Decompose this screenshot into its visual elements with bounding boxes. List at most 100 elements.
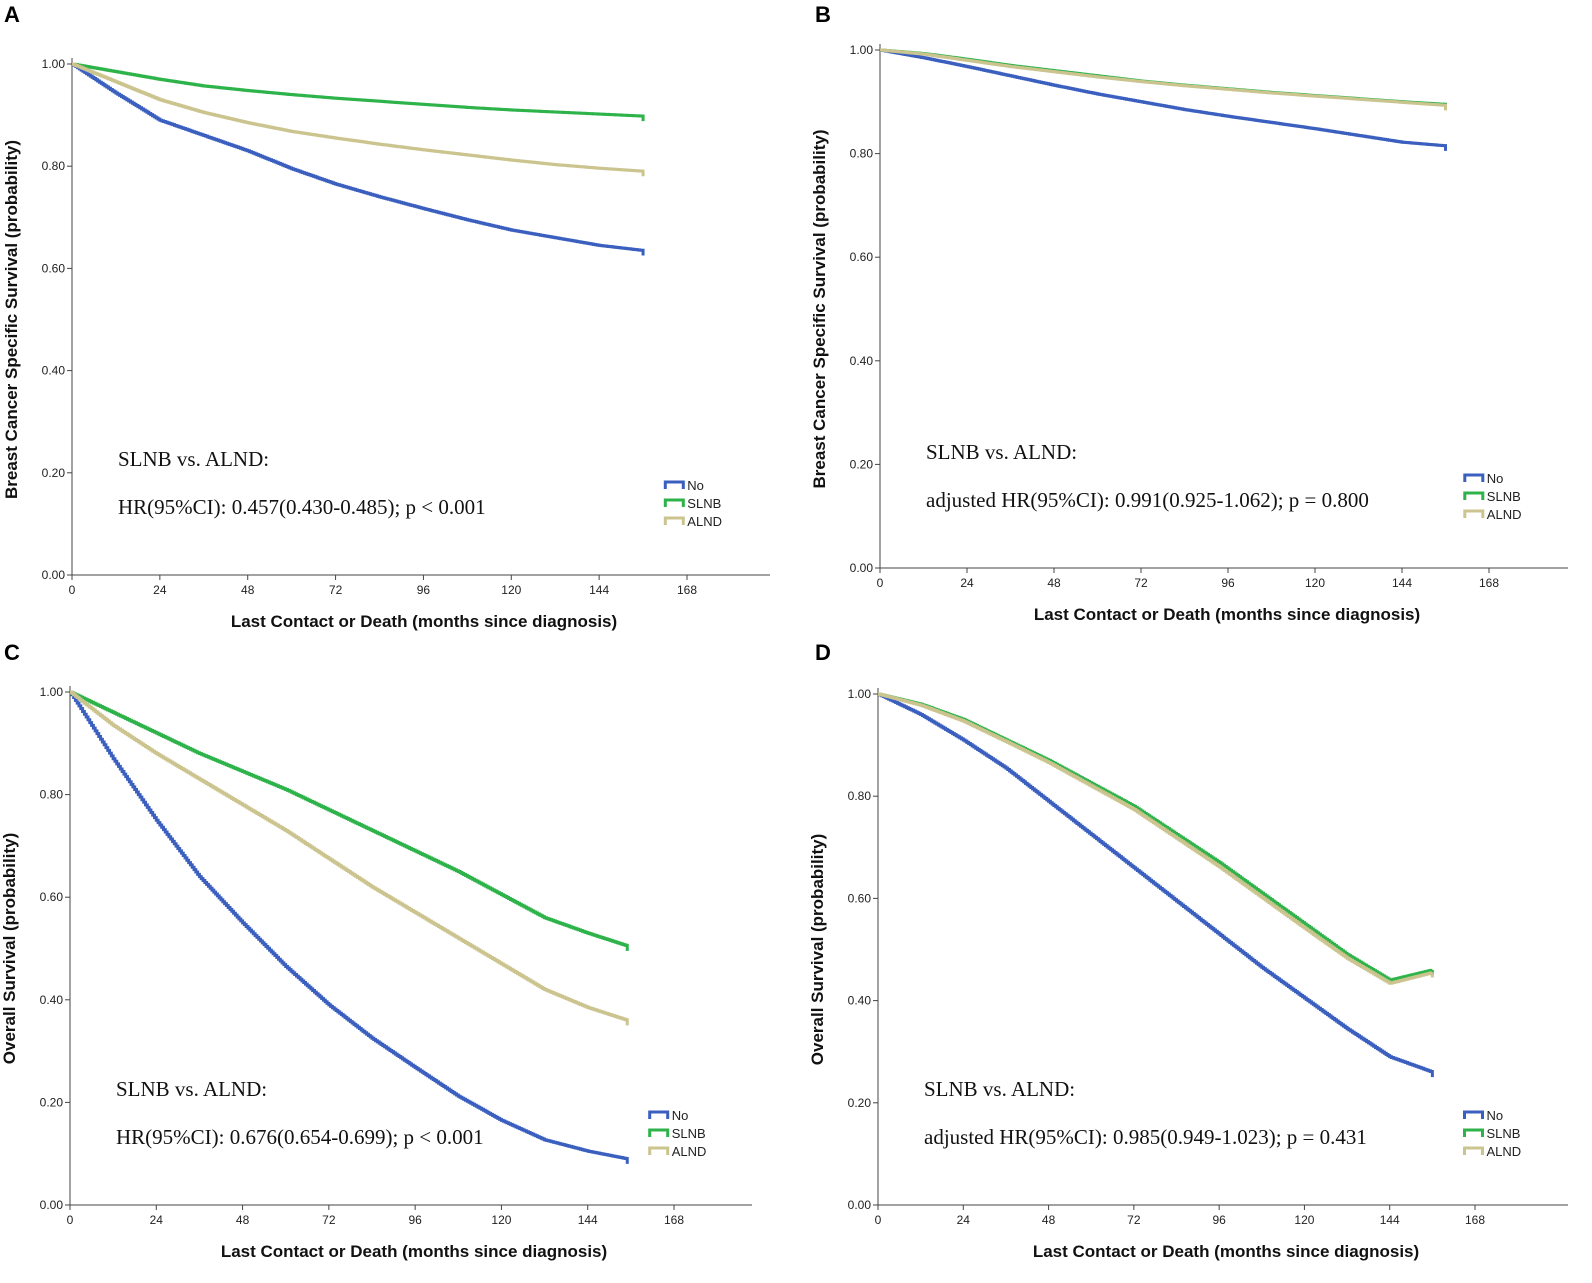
y-tick-label: 0.60 — [42, 261, 66, 275]
panel-letter: B — [815, 2, 831, 27]
legend-swatch-alnd — [663, 516, 685, 525]
x-tick-label: 24 — [153, 583, 167, 597]
y-tick-label: 0.00 — [850, 561, 874, 575]
y-tick-label: 0.00 — [40, 1198, 64, 1212]
y-tick-label: 1.00 — [848, 687, 872, 701]
series-line-alnd — [72, 62, 645, 177]
series-line-no — [70, 690, 629, 1164]
y-tick-label: 0.80 — [42, 159, 66, 173]
annotation-title: SLNB vs. ALND: — [926, 440, 1077, 464]
y-tick-label: 1.00 — [850, 43, 874, 57]
annotation-hr: HR(95%CI): 0.676(0.654-0.699); p < 0.001 — [116, 1125, 484, 1149]
panel-letter: A — [4, 2, 20, 27]
legend-label-slnb: SLNB — [687, 496, 721, 511]
x-tick-label: 120 — [1305, 576, 1325, 590]
x-tick-label: 168 — [664, 1213, 684, 1227]
x-axis-title: Last Contact or Death (months since diag… — [1033, 1242, 1419, 1261]
panel-d: D 0.00 0.20 0.40 0.60 0.80 1.00 0 24 48 72 96 120 144… — [808, 640, 1568, 1261]
x-axis-title: Last Contact or Death (months since diag… — [1034, 605, 1420, 624]
x-tick-label: 0 — [877, 576, 884, 590]
y-tick-label: 0.20 — [850, 457, 874, 471]
y-tick-label: 0.60 — [850, 250, 874, 264]
series-line-alnd — [70, 690, 629, 1026]
y-tick-label: 1.00 — [40, 685, 64, 699]
annotation-title: SLNB vs. ALND: — [924, 1077, 1075, 1101]
y-tick-label: 0.40 — [848, 994, 872, 1008]
annotation-hr: HR(95%CI): 0.457(0.430-0.485); p < 0.001 — [118, 495, 486, 519]
legend-label-slnb: SLNB — [672, 1126, 706, 1141]
x-tick-label: 120 — [501, 583, 521, 597]
x-tick-label: 168 — [1465, 1213, 1485, 1227]
legend-label-slnb: SLNB — [1487, 1126, 1521, 1141]
legend-swatch-slnb — [1463, 491, 1485, 500]
legend-label-no: No — [1487, 471, 1504, 486]
y-tick-label: 0.40 — [40, 993, 64, 1007]
legend-label-no: No — [687, 478, 704, 493]
x-tick-label: 144 — [1380, 1213, 1400, 1227]
series-line-alnd — [878, 692, 1434, 985]
y-tick-label: 0.00 — [42, 568, 66, 582]
y-tick-label: 0.40 — [42, 364, 66, 378]
legend-swatch-slnb — [663, 498, 685, 507]
x-tick-label: 144 — [589, 583, 609, 597]
x-tick-label: 48 — [241, 583, 255, 597]
x-tick-label: 72 — [322, 1213, 336, 1227]
y-tick-label: 0.00 — [848, 1198, 872, 1212]
annotation-title: SLNB vs. ALND: — [118, 447, 269, 471]
annotation-hr: adjusted HR(95%CI): 0.991(0.925-1.062); … — [926, 488, 1369, 512]
series-line-no — [72, 62, 645, 256]
x-tick-label: 168 — [677, 583, 697, 597]
y-axis-title: Breast Cancer Specific Survival (probabi… — [2, 140, 21, 499]
x-tick-label: 96 — [1221, 576, 1235, 590]
x-tick-label: 96 — [417, 583, 431, 597]
x-tick-label: 0 — [67, 1213, 74, 1227]
x-tick-label: 72 — [1134, 576, 1148, 590]
x-tick-label: 24 — [960, 576, 974, 590]
y-tick-label: 0.80 — [850, 147, 874, 161]
series-line-no — [880, 48, 1447, 151]
legend-label-alnd: ALND — [1487, 507, 1522, 522]
legend-swatch-no — [1463, 473, 1485, 482]
y-tick-label: 0.60 — [848, 891, 872, 905]
legend-swatch-alnd — [1463, 1146, 1484, 1155]
x-tick-label: 24 — [150, 1213, 164, 1227]
annotation-hr: adjusted HR(95%CI): 0.985(0.949-1.023); … — [924, 1125, 1367, 1149]
y-axis-title: Overall Survival (probability) — [0, 833, 19, 1064]
legend-label-alnd: ALND — [1487, 1144, 1522, 1159]
panel-letter: D — [815, 640, 831, 665]
legend-label-slnb: SLNB — [1487, 489, 1521, 504]
x-tick-label: 96 — [408, 1213, 422, 1227]
legend-swatch-slnb — [1463, 1128, 1484, 1137]
panel-letter: C — [4, 640, 20, 665]
x-tick-label: 0 — [875, 1213, 882, 1227]
x-tick-label: 72 — [329, 583, 343, 597]
y-tick-label: 0.40 — [850, 354, 874, 368]
y-axis-title: Breast Cancer Specific Survival (probabi… — [810, 129, 829, 488]
legend-swatch-no — [663, 480, 685, 489]
x-axis-title: Last Contact or Death (months since diag… — [231, 612, 617, 631]
series-line-no — [878, 692, 1434, 1078]
y-axis-title: Overall Survival (probability) — [808, 834, 827, 1065]
series-line-alnd — [880, 48, 1447, 111]
panel-a: A 0.00 0.20 0.40 0.60 0.80 1.00 0 24 48 72 96 120 144… — [2, 2, 770, 631]
y-tick-label: 0.80 — [848, 789, 872, 803]
x-tick-label: 48 — [1047, 576, 1061, 590]
legend-swatch-alnd — [648, 1146, 670, 1155]
series-line-slnb — [72, 62, 645, 122]
legend-swatch-alnd — [1463, 509, 1485, 518]
x-tick-label: 120 — [1294, 1213, 1314, 1227]
y-tick-label: 1.00 — [42, 57, 66, 71]
x-tick-label: 72 — [1127, 1213, 1141, 1227]
x-tick-label: 48 — [1042, 1213, 1056, 1227]
x-tick-label: 144 — [578, 1213, 598, 1227]
y-tick-label: 0.60 — [40, 890, 64, 904]
annotation-title: SLNB vs. ALND: — [116, 1077, 267, 1101]
series-line-slnb — [70, 690, 629, 951]
x-tick-label: 48 — [236, 1213, 250, 1227]
x-axis-title: Last Contact or Death (months since diag… — [221, 1242, 607, 1261]
legend-label-no: No — [672, 1108, 689, 1123]
x-tick-label: 0 — [69, 583, 76, 597]
x-tick-label: 168 — [1479, 576, 1499, 590]
y-tick-label: 0.20 — [40, 1095, 64, 1109]
